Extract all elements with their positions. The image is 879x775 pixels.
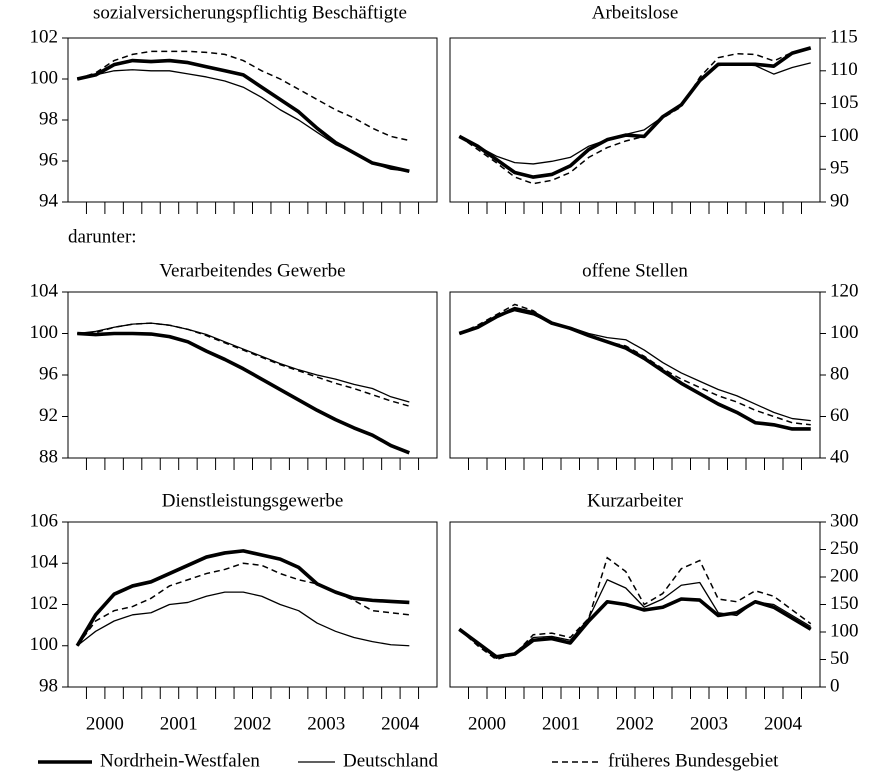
y-tick-label: 150: [830, 593, 859, 614]
y-tick-label: 92: [39, 405, 58, 426]
panel-title: Verarbeitendes Gewerbe: [159, 260, 345, 281]
y-tick-label: 100: [830, 125, 859, 146]
y-tick-label: 96: [39, 149, 58, 170]
x-tick-label: 2004: [381, 713, 420, 734]
y-tick-label: 60: [830, 405, 849, 426]
x-tick-label: 2002: [616, 713, 654, 734]
panel-title: Kurzarbeiter: [587, 490, 684, 511]
y-tick-label: 104: [30, 280, 59, 301]
y-tick-label: 120: [830, 280, 859, 301]
plot-frame: [67, 521, 438, 688]
y-tick-label: 0: [830, 675, 840, 696]
series-line: [77, 322, 410, 403]
y-tick-label: 96: [39, 363, 58, 384]
y-tick-label: 100: [30, 322, 59, 343]
series-line: [458, 303, 811, 426]
series-line: [77, 69, 410, 172]
y-tick-label: 200: [830, 565, 859, 586]
y-tick-label: 80: [830, 363, 849, 384]
y-tick-label: 115: [830, 26, 858, 47]
x-tick-label: 2000: [468, 713, 506, 734]
plot-frame: [449, 291, 821, 459]
y-tick-label: 95: [830, 158, 849, 179]
x-tick-label: 2003: [307, 713, 345, 734]
panel-title: Arbeitslose: [592, 2, 679, 23]
y-tick-label: 100: [30, 67, 59, 88]
series-line: [76, 50, 410, 142]
panel-title: sozialversicherungspflichtig Beschäftigt…: [93, 2, 407, 23]
plot-frame: [449, 37, 821, 203]
y-tick-label: 104: [30, 552, 59, 573]
x-tick-label: 2001: [542, 713, 580, 734]
x-tick-label: 2000: [86, 713, 124, 734]
y-tick-label: 88: [39, 446, 58, 467]
y-tick-label: 106: [30, 510, 59, 531]
y-tick-label: 100: [30, 634, 59, 655]
y-tick-label: 98: [39, 675, 58, 696]
series-line: [76, 562, 410, 647]
x-tick-label: 2001: [160, 713, 198, 734]
y-tick-label: 100: [830, 620, 859, 641]
y-tick-label: 98: [39, 108, 58, 129]
x-tick-label: 2004: [764, 713, 803, 734]
y-tick-label: 300: [830, 510, 859, 531]
y-tick-label: 102: [30, 26, 59, 47]
y-tick-label: 90: [830, 190, 849, 211]
y-tick-label: 250: [830, 538, 859, 559]
y-tick-label: 100: [830, 322, 859, 343]
panel-title: offene Stellen: [582, 260, 688, 281]
series-line: [459, 310, 811, 422]
panel-title: Dienstleistungsgewerbe: [162, 490, 344, 511]
y-tick-label: 102: [30, 593, 59, 614]
series-line: [458, 62, 811, 165]
series-line: [76, 58, 410, 174]
series-line: [458, 597, 812, 659]
x-tick-label: 2002: [234, 713, 272, 734]
y-tick-label: 110: [830, 59, 858, 80]
series-line: [76, 591, 410, 647]
y-tick-label: 105: [830, 92, 859, 113]
y-tick-label: 40: [830, 446, 849, 467]
series-line: [77, 331, 410, 455]
legend-label: früheres Bundesgebiet: [608, 750, 779, 771]
series-line: [75, 549, 410, 647]
legend-label: Deutschland: [343, 750, 438, 771]
series-line: [458, 306, 811, 431]
series-line: [458, 556, 812, 661]
series-line: [458, 46, 812, 179]
legend-label: Nordrhein-Westfalen: [100, 750, 260, 771]
y-tick-label: 50: [830, 648, 849, 669]
note: darunter:: [68, 226, 137, 247]
series-line: [458, 46, 811, 185]
x-tick-label: 2003: [690, 713, 728, 734]
series-line: [77, 322, 410, 407]
y-tick-label: 94: [39, 190, 59, 211]
